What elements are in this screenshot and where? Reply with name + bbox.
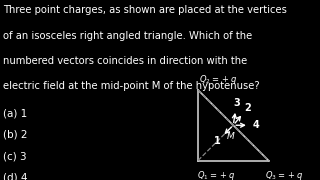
Text: electric field at the mid-point M of the hypotenuse?: electric field at the mid-point M of the… — [3, 81, 260, 91]
Text: $Q_3 = +q$: $Q_3 = +q$ — [265, 169, 303, 180]
Text: $Q_2 = +q$: $Q_2 = +q$ — [199, 73, 237, 86]
Text: 2: 2 — [244, 103, 251, 113]
Text: 3: 3 — [233, 98, 240, 108]
Text: (c) 3: (c) 3 — [3, 151, 27, 161]
Text: Three point charges, as shown are placed at the vertices: Three point charges, as shown are placed… — [3, 5, 287, 15]
Text: 4: 4 — [252, 120, 259, 130]
Text: (d) 4: (d) 4 — [3, 173, 28, 180]
Text: of an isosceles right angled triangle. Which of the: of an isosceles right angled triangle. W… — [3, 31, 252, 41]
Text: 1: 1 — [214, 136, 221, 146]
Text: $M$: $M$ — [226, 130, 235, 141]
Text: $Q_1 = +q$: $Q_1 = +q$ — [196, 169, 235, 180]
Text: (b) 2: (b) 2 — [3, 130, 28, 140]
Text: (a) 1: (a) 1 — [3, 108, 28, 118]
Text: numbered vectors coincides in direction with the: numbered vectors coincides in direction … — [3, 56, 247, 66]
